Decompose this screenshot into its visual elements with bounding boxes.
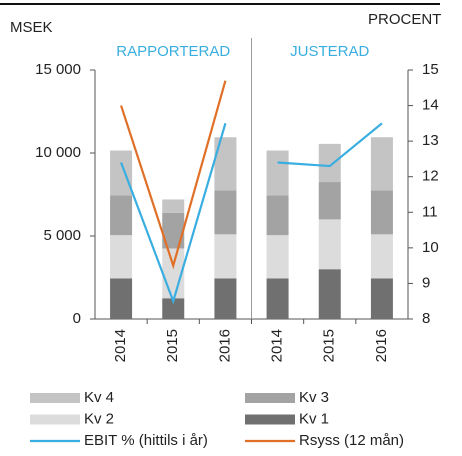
bar-segment: [266, 150, 289, 196]
y2-tick-label: 15: [422, 61, 439, 78]
bar-segment: [110, 195, 133, 236]
panel-title: JUSTERAD: [290, 43, 369, 60]
bar-segment: [266, 195, 289, 236]
y2-tick-label: 13: [422, 132, 439, 149]
legend-label: Kv 1: [299, 410, 329, 427]
bar-segment: [370, 137, 393, 191]
x-tick-label: 2015: [164, 329, 181, 362]
bar-segment: [162, 199, 185, 213]
bar-segment: [266, 278, 289, 319]
bar-segment: [110, 278, 133, 319]
bar-segment: [318, 143, 341, 183]
legend-label: Kv 3: [299, 389, 329, 406]
bar-segment: [162, 212, 185, 249]
y2-tick-label: 11: [422, 203, 438, 220]
x-tick-label: 2014: [269, 329, 286, 362]
legend-swatch: [245, 393, 295, 403]
bar-segment: [214, 190, 237, 235]
bar-segment: [370, 278, 393, 319]
legend-swatch: [245, 414, 295, 425]
y-axis-label: MSEK: [10, 19, 53, 36]
bar-segment: [214, 234, 237, 279]
x-tick-label: 2016: [373, 329, 390, 362]
line: [120, 123, 227, 305]
legend-label: Rsyss (12 mån): [299, 432, 404, 449]
bar-segment: [370, 234, 393, 279]
y2-tick-label: 10: [422, 239, 439, 256]
bar-segment: [110, 235, 133, 279]
y2-tick-label: 14: [422, 97, 439, 114]
bar-segment: [370, 190, 393, 235]
line: [120, 80, 227, 270]
bar-segment: [266, 235, 289, 279]
y-tick-label: 0: [73, 310, 81, 327]
legend-swatch: [30, 414, 80, 425]
y2-tick-label: 12: [422, 168, 439, 185]
legend-label: Kv 2: [84, 410, 114, 427]
legend-label: Kv 4: [84, 389, 114, 406]
bar-segment: [214, 137, 237, 191]
bar-segment: [214, 278, 237, 319]
legend-swatch: [30, 393, 80, 403]
legend-label: EBIT % (hittils i år): [84, 432, 208, 449]
y-tick-label: 5 000: [43, 227, 81, 244]
y2-axis-label: PROCENT: [368, 11, 441, 28]
x-tick-label: 2014: [112, 329, 129, 362]
y2-tick-label: 8: [422, 310, 430, 327]
x-tick-label: 2015: [321, 329, 338, 362]
line: [277, 122, 383, 168]
bar-segment: [162, 298, 185, 319]
x-tick-label: 2016: [216, 329, 233, 362]
y-tick-label: 15 000: [35, 61, 81, 78]
y-tick-label: 10 000: [35, 144, 81, 161]
panel-title: RAPPORTERAD: [116, 43, 230, 60]
y2-tick-label: 9: [422, 274, 430, 291]
bar-segment: [318, 269, 341, 319]
bar-segment: [318, 182, 341, 220]
bar-segment: [110, 150, 133, 196]
bar-segment: [318, 219, 341, 270]
